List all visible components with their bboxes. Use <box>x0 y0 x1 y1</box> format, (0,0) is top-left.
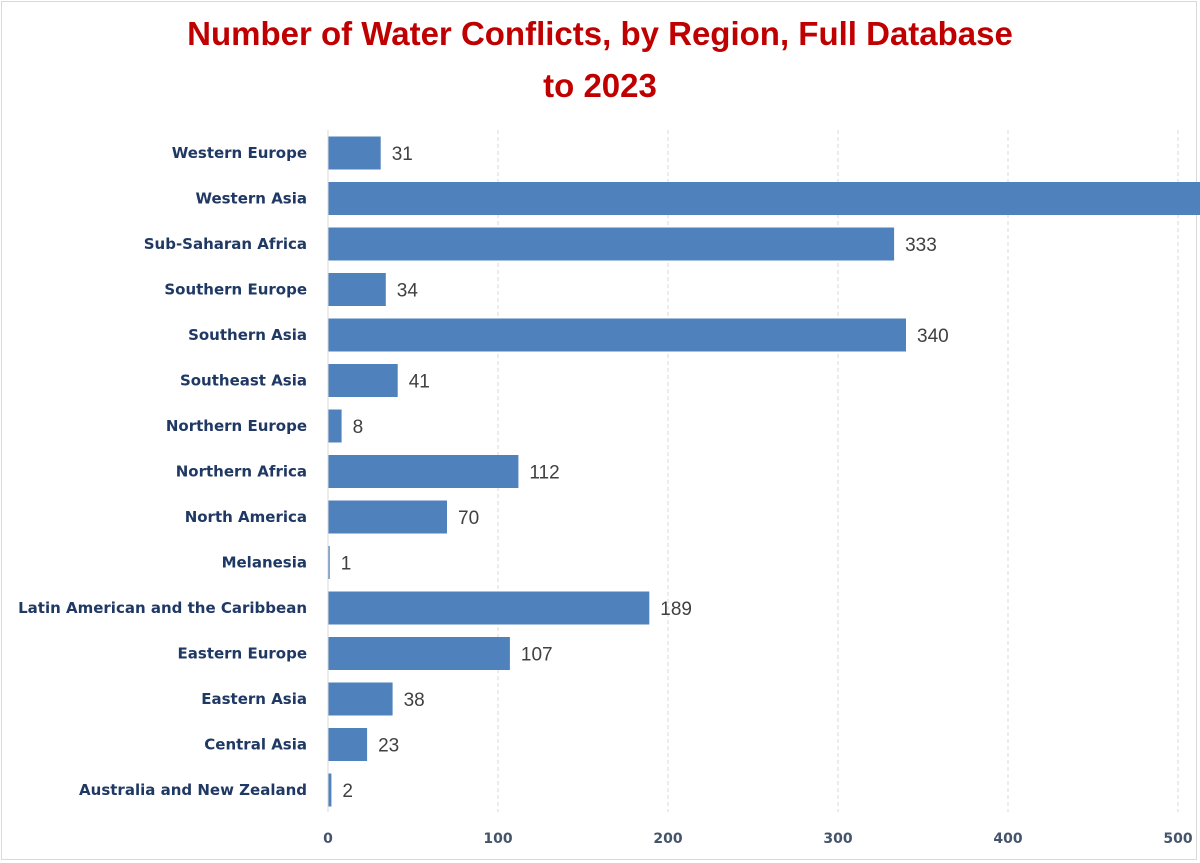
x-tick-labels: 0100200300400500600700 <box>323 831 1193 847</box>
bar-sub-saharan-africa <box>328 227 895 261</box>
category-label-eastern-asia: Eastern Asia <box>201 690 307 708</box>
data-label-central-asia: 23 <box>378 736 399 757</box>
chart-title-line-2: to 2023 <box>543 67 657 104</box>
bar-central-asia <box>328 728 368 761</box>
category-label-southern-asia: Southern Asia <box>188 326 307 344</box>
x-tick-300: 300 <box>823 831 852 847</box>
bar-western-europe <box>328 136 381 170</box>
data-label-northern-europe: 8 <box>353 417 364 438</box>
data-label-southeast-asia: 41 <box>409 372 430 393</box>
bar-eastern-asia <box>328 682 393 716</box>
category-label-australia-and-new-zealand: Australia and New Zealand <box>79 781 307 799</box>
x-tick-200: 200 <box>653 831 682 847</box>
x-tick-0: 0 <box>323 831 333 847</box>
x-tick-500: 500 <box>1163 831 1192 847</box>
category-label-western-asia: Western Asia <box>195 190 307 208</box>
category-label-sub-saharan-africa: Sub-Saharan Africa <box>144 235 307 253</box>
data-label-eastern-europe: 107 <box>521 645 553 666</box>
bar-southeast-asia <box>328 364 398 397</box>
data-label-australia-and-new-zealand: 2 <box>342 781 353 802</box>
bar-northern-europe <box>328 409 342 443</box>
bar-north-america <box>328 500 447 534</box>
category-label-western-europe: Western Europe <box>172 144 307 162</box>
bars <box>328 136 1200 807</box>
category-label-northern-africa: Northern Africa <box>176 463 307 481</box>
category-label-northern-europe: Northern Europe <box>166 417 307 435</box>
category-label-southeast-asia: Southeast Asia <box>180 372 307 390</box>
bar-eastern-europe <box>328 637 510 670</box>
data-label-southern-europe: 34 <box>397 281 419 302</box>
data-label-eastern-asia: 38 <box>404 690 425 711</box>
x-tick-100: 100 <box>483 831 512 847</box>
bar-australia-and-new-zealand <box>328 773 332 807</box>
category-label-melanesia: Melanesia <box>222 554 307 572</box>
bar-melanesia <box>328 546 330 579</box>
bar-western-asia <box>328 182 1200 215</box>
bar-southern-asia <box>328 318 906 352</box>
category-label-latin-american-and-the-caribbean: Latin American and the Caribbean <box>18 599 307 617</box>
bar-southern-europe <box>328 273 386 306</box>
data-labels: 316003333434041811270118910738232 <box>341 144 949 802</box>
data-label-southern-asia: 340 <box>917 326 949 347</box>
category-label-eastern-europe: Eastern Europe <box>178 645 307 663</box>
category-label-north-america: North America <box>185 508 307 526</box>
data-label-northern-africa: 112 <box>529 463 559 484</box>
category-label-southern-europe: Southern Europe <box>164 281 307 299</box>
data-label-melanesia: 1 <box>341 554 352 575</box>
data-label-western-europe: 31 <box>392 144 413 165</box>
chart-title-line-1: Number of Water Conflicts, by Region, Fu… <box>187 15 1013 52</box>
category-labels: Western Europe Western Asia Sub-Saharan Af… <box>18 144 307 799</box>
x-tick-400: 400 <box>993 831 1022 847</box>
bar-northern-africa <box>328 455 519 488</box>
data-label-north-america: 70 <box>458 508 479 529</box>
bar-latin-american-and-the-caribbean <box>328 591 650 625</box>
chart-title: Number of Water Conflicts, by Region, Fu… <box>0 8 1200 112</box>
data-label-latin-american-and-the-caribbean: 189 <box>660 599 692 620</box>
category-label-central-asia: Central Asia <box>204 736 307 754</box>
data-label-sub-saharan-africa: 333 <box>905 235 937 256</box>
